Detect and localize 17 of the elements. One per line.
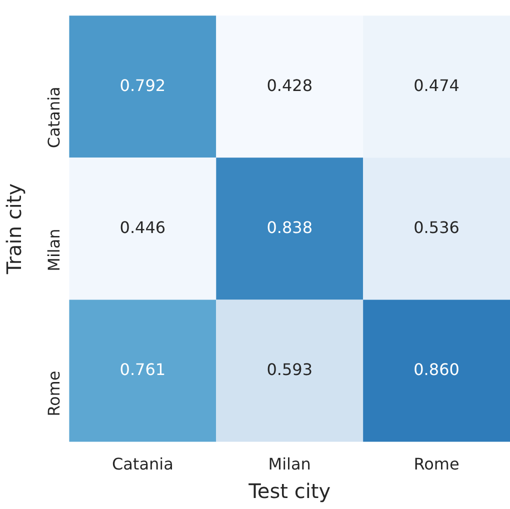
data-label: 0.761	[120, 360, 166, 379]
y-tick-label: Milan	[44, 228, 64, 272]
data-label: 0.428	[266, 76, 313, 95]
x-tick-label: Catania	[112, 454, 174, 474]
x-axis-title: Test city	[248, 479, 331, 504]
data-label: 0.838	[266, 218, 313, 237]
data-label: 0.536	[414, 218, 460, 237]
x-tick-label: Milan	[268, 454, 311, 474]
y-axis-title: Train city	[2, 183, 26, 275]
data-label: 0.446	[120, 218, 166, 237]
y-tick-label: Catania	[44, 86, 64, 148]
y-tick-label: Rome	[44, 370, 64, 416]
data-label: 0.593	[266, 360, 313, 379]
data-label: 0.792	[120, 76, 166, 95]
data-label: 0.474	[414, 76, 460, 95]
x-tick-label: Rome	[414, 454, 460, 474]
data-label: 0.860	[414, 360, 460, 379]
